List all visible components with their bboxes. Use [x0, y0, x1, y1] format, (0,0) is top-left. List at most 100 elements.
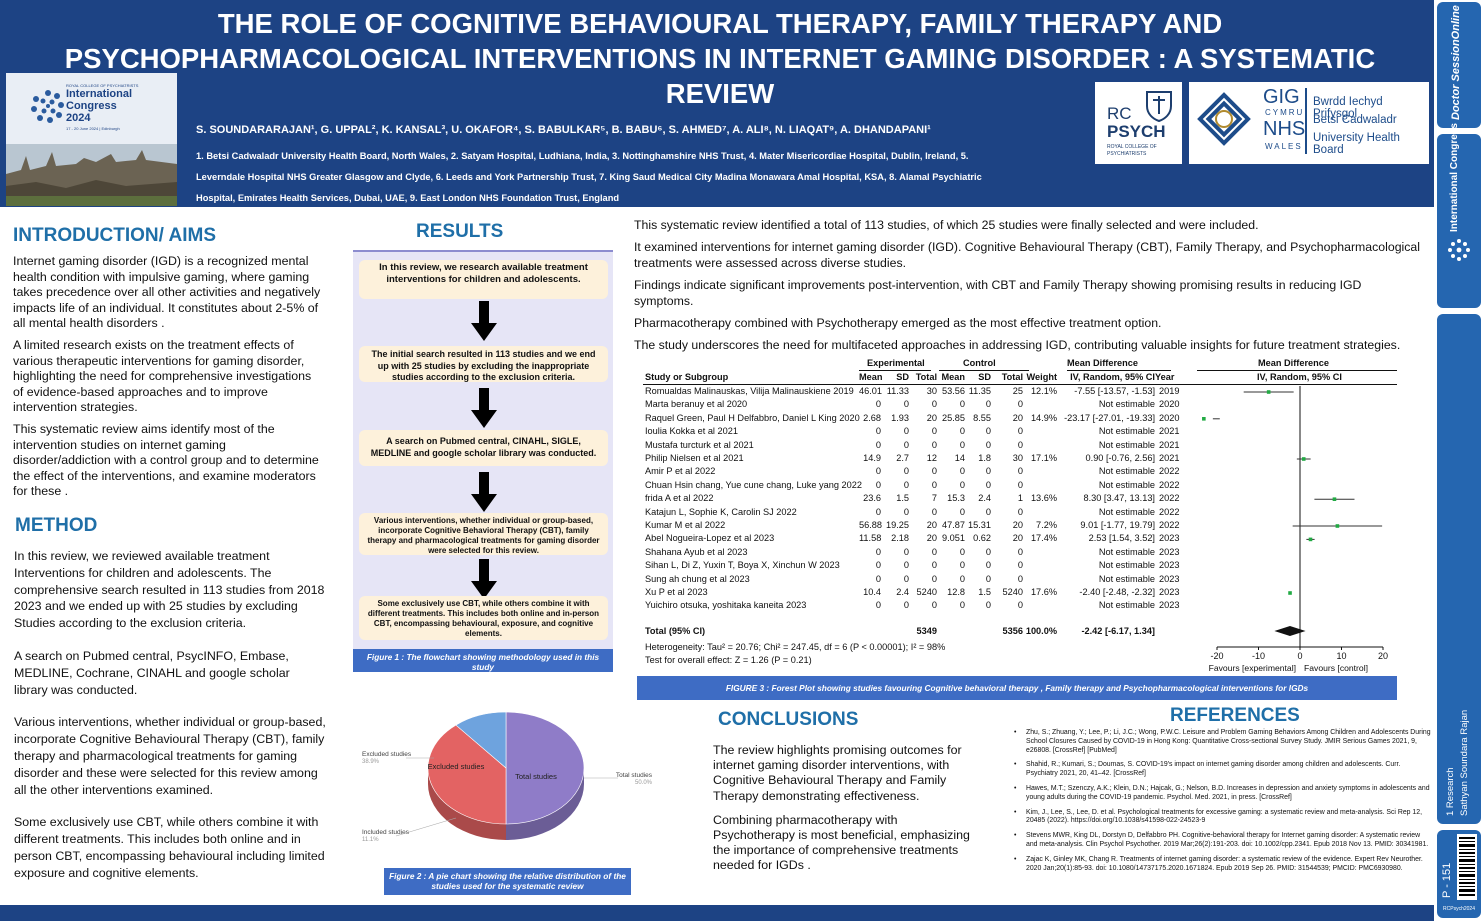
pooled-diamond [1274, 626, 1306, 636]
forest-cell-study: Sihan L, Di Z, Yuxin T, Boya X, Xinchun … [645, 560, 840, 571]
forest-cell-study: Ioulia Kokka et al 2021 [645, 426, 738, 437]
arrow-down-icon [471, 301, 497, 341]
references-heading: REFERENCES [1170, 705, 1300, 726]
reference-item: Shahid, R.; Kumari, S.; Doumas, S. COVID… [1014, 761, 1432, 779]
forest-cell-sde: 0 [903, 600, 909, 611]
forest-cell-tc: 0 [1017, 479, 1023, 490]
forest-cell-sdc: 0 [985, 426, 991, 437]
sidebar-poster-id: P - 151 [1441, 862, 1453, 898]
forest-cell-sde: 0 [903, 506, 909, 517]
forest-cell-w: 12.1% [1030, 386, 1057, 396]
forest-cell-te: 0 [931, 560, 937, 571]
forest-row: Marta beranuy et al 2020 0 0 0 0 0 0 Not estima… [637, 399, 1197, 412]
forest-row: Amir P et al 2022 0 0 0 0 0 0 Not estimable 2022 [637, 466, 1197, 479]
congress-line2: Congress [66, 100, 117, 112]
title-line: THE ROLE OF COGNITIVE BEHAVIOURAL THERAP… [217, 8, 1223, 39]
effect-marker [1266, 390, 1271, 394]
pie-leader-line [395, 817, 457, 837]
title-line: REVIEW [665, 78, 775, 109]
conclusions-body: The review highlights promising outcomes… [713, 743, 978, 874]
intro-body: Internet gaming disorder (IGD) is a reco… [13, 254, 321, 500]
forest-cell-study: Kumar M et al 2022 [645, 520, 726, 530]
forest-cell-te: 0 [931, 439, 937, 450]
forest-cell-mc: 0 [959, 426, 965, 437]
forest-cell-me: 23.6 [863, 493, 881, 504]
forest-cell-mc: 0 [959, 573, 965, 584]
forest-row: Sung ah chung et al 2023 0 0 0 0 0 0 Not estima… [637, 574, 1197, 587]
intro-paragraph: A limited research exists on the treatme… [13, 337, 312, 415]
affiliation-line: Hospital, Emirates Health Services, Duba… [196, 193, 620, 203]
nhs-divider [1305, 88, 1307, 154]
forest-cell-te: 20 [926, 520, 937, 530]
forest-cell-me: 0 [875, 426, 881, 437]
x-tick-label: 10 [1336, 651, 1346, 661]
conclusions-heading: CONCLUSIONS [718, 709, 859, 730]
forest-cell-sde: 11.33 [886, 386, 909, 396]
reference-item: Kim, J., Lee, S., Lee, D. et al. Psychol… [1014, 809, 1432, 827]
forest-cell-year: 2022 [1159, 479, 1180, 490]
forest-cell-mc: 0 [959, 560, 965, 571]
favours-right-label: Favours [control] [1304, 663, 1368, 673]
forest-cell-sdc: 0 [985, 479, 991, 490]
forest-cell-ci: 2.53 [1.54, 3.52] [1088, 533, 1155, 544]
results-heading: RESULTS [416, 221, 504, 242]
forest-plot: Experimental Control Mean Difference Mea… [637, 356, 1407, 674]
method-paragraph: A search on Pubmed central, PsycINFO, Em… [14, 648, 290, 697]
forest-cell-sdc: 8.55 [973, 412, 991, 423]
effect-marker [1202, 417, 1206, 421]
forest-cell-study: Marta beranuy et al 2020 [645, 399, 748, 410]
forest-cell-sde: 0 [903, 546, 909, 557]
method-heading: METHOD [15, 515, 98, 536]
x-tick-label: 0 [1297, 651, 1302, 661]
method-paragraph: Various interventions, whether individua… [14, 715, 326, 797]
forest-cell-ci: Not estimable [1098, 560, 1155, 571]
forest-cell-ci: Not estimable [1098, 479, 1155, 490]
forest-cell-w: 14.9% [1030, 412, 1057, 423]
forest-cell-mc: 0 [959, 466, 965, 477]
forest-cell-te: 0 [931, 479, 937, 490]
forest-cell-mc: 15.3 [947, 493, 965, 504]
figure1-caption: Figure 1 : The flowchart showing methodo… [353, 649, 613, 672]
pie-slice-side [506, 768, 584, 840]
forest-cell-study: frida A et al 2022 [645, 493, 714, 504]
crest-icon [1146, 91, 1172, 123]
forest-cell-tc: 0 [1017, 439, 1023, 450]
results-body: This systematic review identified a tota… [634, 217, 1424, 353]
group-header-control: Control [963, 358, 996, 368]
rule [1197, 370, 1397, 371]
forest-cell-me: 0 [875, 573, 881, 584]
forest-row: Yuichiro otsuka, yoshitaka kaneita 2023 0… [637, 600, 1197, 613]
flow-box: Some exclusively use CBT, while others c… [359, 596, 608, 640]
forest-cell-mc: 0 [959, 546, 965, 557]
pie-slice [455, 711, 507, 769]
forest-cell-me: 14.9 [863, 453, 881, 463]
forest-cell-w: 13.6% [1030, 493, 1057, 504]
effect-marker [1332, 497, 1337, 501]
nhs-line3: University Health Board [1313, 132, 1400, 156]
forest-cell-ci: -23.17 [-27.01, -19.33] [1064, 412, 1155, 423]
nhs-cymru: CYMRU [1265, 108, 1305, 117]
forest-cell-sdc: 0 [985, 506, 991, 517]
forest-cell-me: 0 [875, 560, 881, 571]
forest-cell-me: 0 [875, 600, 881, 611]
forest-row: Katajun L, Sophie K, Carolin SJ 2022 0 0 0 0… [637, 507, 1197, 520]
pie-outer-label: Included studies [362, 829, 410, 836]
forest-cell-me: 46.01 [859, 386, 882, 396]
forest-cell-study: Katajun L, Sophie K, Carolin SJ 2022 [645, 506, 797, 517]
sidebar-brand-panel[interactable]: Doctor SessionOnline [1437, 2, 1481, 128]
forest-cell-mc: 0 [959, 439, 965, 450]
forest-cell-year: 2021 [1159, 439, 1180, 450]
forest-cell-mc: 0 [959, 479, 965, 490]
forest-cell-me: 0 [875, 506, 881, 517]
rcpsych-sub2: PSYCHIATRISTS [1107, 151, 1147, 157]
forest-cell-year: 2023 [1159, 546, 1180, 557]
forest-cell-sdc: 2.4 [978, 493, 991, 504]
forest-cell-study: Romualdas Malinauskas, Vilija Malinauski… [645, 386, 854, 396]
forest-cell-me: 56.88 [859, 520, 882, 530]
poster-title: THE ROLE OF COGNITIVE BEHAVIOURAL THERAP… [10, 6, 1430, 111]
footer-bar [0, 905, 1434, 921]
forest-cell-year: 2022 [1159, 493, 1180, 504]
forest-cell-year: 2023 [1159, 560, 1180, 571]
forest-cell-te: 0 [931, 426, 937, 437]
pie-percent-label: 50.0% [635, 780, 653, 786]
